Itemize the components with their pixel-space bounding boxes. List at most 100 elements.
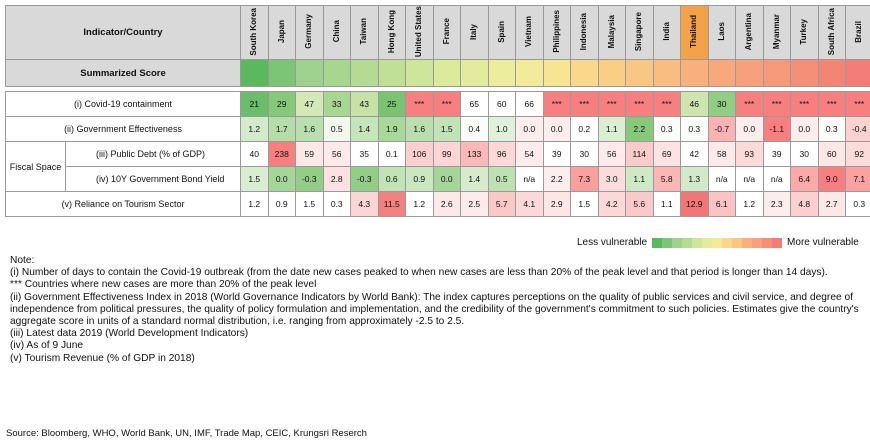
value-cell: 0.9 [405, 166, 434, 193]
value-cell: 99 [432, 141, 462, 168]
country-header: Brazil [845, 4, 870, 61]
country-name: Japan [276, 20, 286, 44]
value-cell: 0.0 [267, 166, 297, 193]
value-cell: 92 [845, 141, 870, 168]
header-row: Indicator/Country South Korea Japan German… [4, 4, 870, 61]
country-header: Germany [295, 4, 324, 61]
score-cell [240, 59, 269, 88]
value-cell: 1.6 [405, 116, 434, 143]
value-cell: 0.3 [652, 116, 682, 143]
country-name: Laos [716, 22, 726, 41]
value-cell: 5.6 [625, 191, 654, 218]
value-cell: 40 [240, 141, 269, 168]
value-cell: n/a [707, 166, 737, 193]
country-name: Thailand [689, 15, 699, 48]
value-cell: *** [652, 91, 682, 118]
value-cell: 25 [377, 91, 407, 118]
value-cell: *** [817, 91, 847, 118]
country-header: China [322, 4, 352, 61]
value-cell: 0.3 [845, 191, 870, 218]
bond-yield-row: (iv) 10Y Government Bond Yield 1.5 0.0 -0.… [6, 166, 870, 193]
country-name: Philippines [551, 10, 561, 53]
country-header: Malaysia [597, 4, 627, 61]
value-cell: *** [625, 91, 654, 118]
note-line: (v) Tourism Revenue (% of GDP in 2018) [10, 352, 195, 364]
value-cell: -1.1 [762, 116, 792, 143]
country-header: Singapore [625, 4, 654, 61]
note-line: (iii) Latest data 2019 (World Developmen… [10, 328, 249, 340]
value-cell: 1.3 [680, 166, 709, 193]
score-cell [625, 59, 654, 88]
country-header: Myanmar [762, 4, 792, 61]
country-name: Spain [496, 20, 506, 43]
value-cell: 7.3 [570, 166, 599, 193]
country-name: Indonesia [579, 12, 589, 51]
legend-swatch [692, 237, 703, 248]
value-cell: 0.2 [570, 116, 599, 143]
value-cell: 30 [707, 91, 737, 118]
score-cell [652, 59, 682, 88]
score-cell [707, 59, 737, 88]
legend-swatch [702, 237, 713, 248]
value-cell: 238 [267, 141, 297, 168]
value-cell: n/a [735, 166, 764, 193]
score-cell [680, 59, 709, 88]
note-line: *** Countries where new cases are more t… [10, 279, 317, 291]
legend-less-label: Less vulnerable [577, 237, 648, 248]
note-line: (ii) Government Effectiveness Index in 2… [10, 291, 859, 328]
value-cell: 21 [240, 91, 269, 118]
value-cell: 33 [322, 91, 352, 118]
country-name: Myanmar [771, 14, 781, 50]
row-label: (v) Reliance on Tourism Sector [4, 191, 242, 218]
score-cell [570, 59, 599, 88]
value-cell: 2.8 [322, 166, 352, 193]
value-cell: 0.4 [460, 116, 489, 143]
value-cell: 0.6 [377, 166, 407, 193]
value-cell: -0.7 [707, 116, 737, 143]
value-cell: 0.0 [432, 166, 462, 193]
value-cell: 0.1 [377, 141, 407, 168]
value-cell: 1.1 [652, 191, 682, 218]
legend-swatch [652, 237, 663, 248]
score-cell [432, 59, 462, 88]
value-cell: 1.7 [267, 116, 297, 143]
value-cell: 1.1 [625, 166, 654, 193]
value-cell: 54 [515, 141, 544, 168]
legend-swatch [742, 237, 753, 248]
value-cell: *** [570, 91, 599, 118]
score-cell [762, 59, 792, 88]
value-cell: 0.5 [487, 166, 517, 193]
score-cell [515, 59, 544, 88]
value-cell: 30 [790, 141, 819, 168]
country-header: France [432, 4, 462, 61]
score-cell [487, 59, 517, 88]
legend: Less vulnerable More vulnerable [572, 237, 864, 248]
score-cell [350, 59, 379, 88]
legend-swatch [772, 237, 783, 248]
country-header: Indonesia [570, 4, 599, 61]
value-cell: 1.5 [570, 191, 599, 218]
value-cell: 66 [515, 91, 544, 118]
country-name: China [331, 20, 341, 43]
value-cell: 2.5 [460, 191, 489, 218]
country-name: Argentina [744, 12, 754, 51]
fiscal-space-label: Fiscal Space [5, 141, 66, 193]
value-cell: 1.2 [240, 191, 269, 218]
value-cell: 2.3 [762, 191, 792, 218]
country-name: Taiwan [359, 18, 369, 45]
value-cell: 1.9 [377, 116, 407, 143]
value-cell: 5.7 [487, 191, 517, 218]
value-cell: 1.2 [735, 191, 764, 218]
value-cell: 29 [267, 91, 297, 118]
summarized-score-row: Summarized Score [4, 59, 870, 88]
legend-more-label: More vulnerable [787, 237, 859, 248]
value-cell: 65 [460, 91, 489, 118]
source-text: Source: Bloomberg, WHO, World Bank, UN, … [6, 428, 367, 439]
value-cell: 60 [487, 91, 517, 118]
row-label: (iii) Public Debt (% of GDP) [64, 141, 242, 168]
legend-swatch [682, 237, 693, 248]
country-name: Turkey [799, 18, 809, 45]
value-cell: 58 [707, 141, 737, 168]
value-cell: 93 [735, 141, 764, 168]
country-header: Italy [460, 4, 489, 61]
